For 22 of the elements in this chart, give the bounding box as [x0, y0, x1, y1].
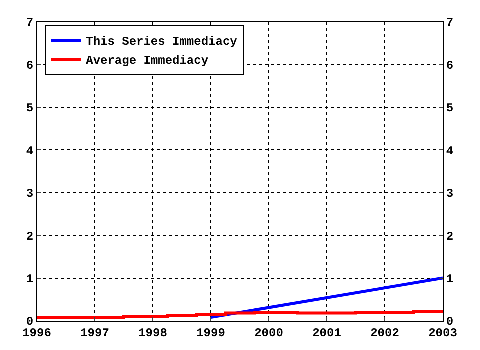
y-tick-label: 2 [26, 230, 34, 244]
y2-tick-label: 2 [446, 230, 454, 244]
y2-tick-label: 1 [446, 272, 454, 286]
y2-tick-label: 7 [446, 16, 454, 30]
x-tick-label: 1998 [138, 326, 168, 340]
x-tick-label: 1999 [196, 326, 226, 340]
x-tick-label: 2001 [312, 326, 342, 340]
x-tick-label: 2000 [254, 326, 284, 340]
legend-label: This Series Immediacy [86, 35, 238, 50]
y-tick-label: 1 [26, 272, 34, 286]
y2-tick-label: 5 [446, 102, 454, 116]
y-tick-label: 3 [26, 187, 34, 202]
legend-label: Average Immediacy [86, 54, 209, 68]
y2-tick-label: 4 [446, 144, 454, 158]
x-tick-label: 2002 [370, 326, 400, 340]
y2-tick-label: 3 [446, 187, 454, 202]
y-tick-label: 6 [26, 58, 34, 73]
y-tick-label: 5 [26, 102, 34, 116]
y-tick-label: 4 [26, 144, 34, 158]
y2-tick-label: 6 [446, 58, 454, 73]
x-tick-label: 1997 [80, 326, 110, 340]
y-tick-label: 7 [26, 16, 34, 30]
